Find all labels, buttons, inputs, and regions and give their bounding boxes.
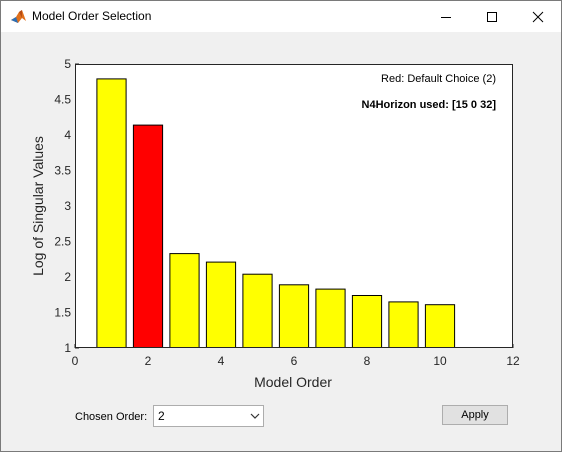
bar-series [96,78,456,347]
x-tick-label: 2 [145,354,152,368]
y-tick-label: 2 [64,270,71,284]
chevron-down-icon[interactable] [246,406,263,426]
close-button[interactable] [515,1,561,32]
x-tick-label: 6 [291,354,298,368]
y-tick-label: 2.5 [54,235,71,249]
bar-order-2 [132,124,164,347]
window-title: Model Order Selection [32,9,152,23]
x-tick-label: 4 [218,354,225,368]
plot-axes: Red: Default Choice (2) N4Horizon used: … [75,64,513,348]
bar-order-9 [388,301,419,347]
x-tick-label: 8 [364,354,371,368]
maximize-button[interactable] [469,1,515,32]
x-tick-label: 0 [72,354,79,368]
x-tick-label: 12 [506,354,520,368]
bar-order-1 [96,78,127,347]
chosen-order-label: Chosen Order: [75,411,148,423]
y-tick-label: 4.5 [54,93,71,107]
default-choice-note: Red: Default Choice (2) [381,73,496,85]
minimize-button[interactable] [423,1,469,32]
bar-order-8 [351,295,383,347]
y-tick-label: 3.5 [54,164,71,178]
singular-values-chart: 11.522.533.544.55 0 2 4 6 8 10 12 Model Order … [30,57,520,390]
x-axis-label: Model Order [254,374,332,390]
bar-order-7 [315,288,346,347]
y-axis-label: Log of Singular Values [30,136,46,276]
y-tick-label: 5 [64,57,71,71]
y-tick-label: 3 [64,199,71,213]
title-bar: Model Order Selection [1,1,561,32]
bar-order-3 [169,253,200,347]
maximize-icon [487,11,497,22]
bar-order-4 [205,261,237,347]
horizon-note: N4Horizon used: [15 0 32] [361,99,496,111]
y-tick-label: 1.5 [54,306,71,320]
x-tick-label: 10 [433,354,447,368]
y-tick-label: 1 [64,341,71,355]
bar-order-6 [278,284,310,347]
bar-order-10 [424,304,456,347]
close-icon [532,11,544,22]
apply-button[interactable]: Apply [442,405,508,425]
y-tick-label: 4 [64,128,71,142]
matlab-icon [10,8,27,25]
minimize-icon [441,16,451,18]
chosen-order-value: 2 [158,409,165,423]
bar-order-5 [242,273,273,347]
chosen-order-dropdown[interactable]: 2 [153,405,264,427]
